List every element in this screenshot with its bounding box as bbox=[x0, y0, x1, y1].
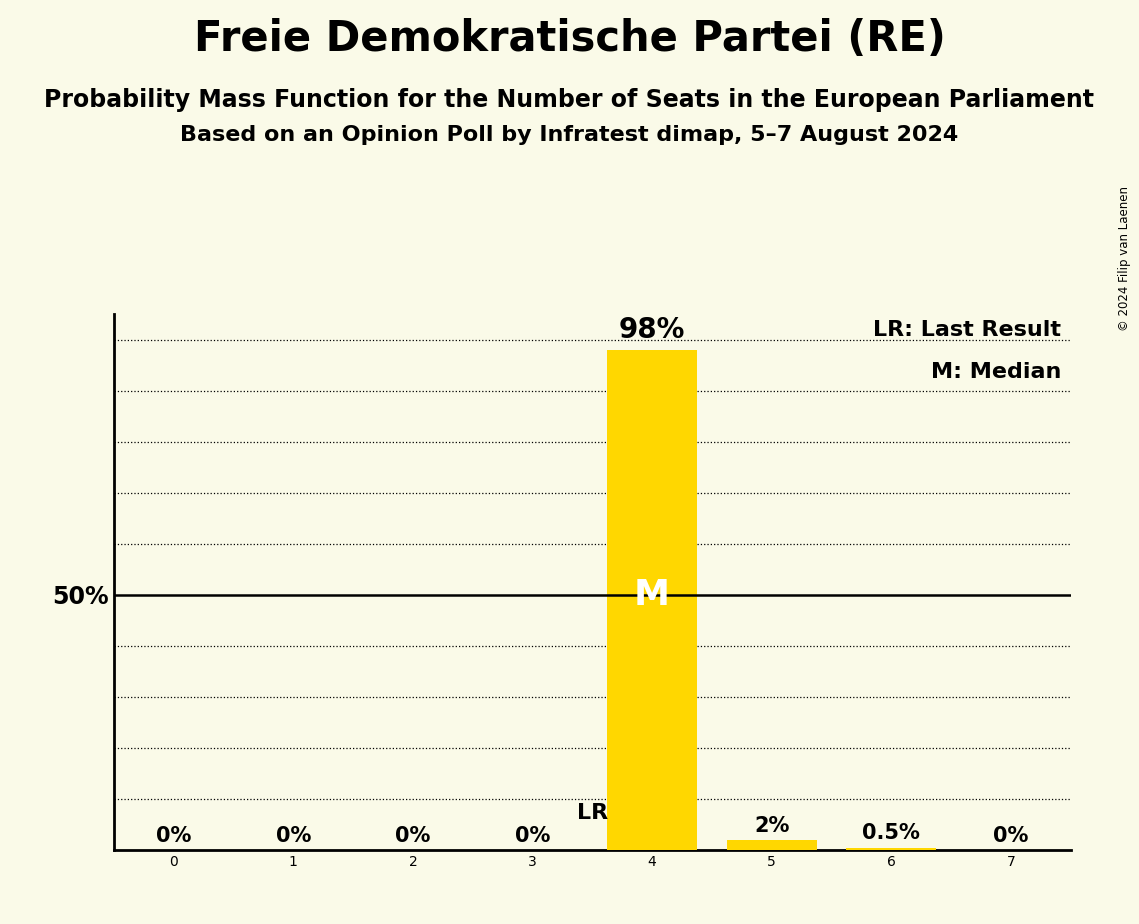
Text: M: M bbox=[634, 578, 670, 612]
Text: 2%: 2% bbox=[754, 816, 789, 836]
Bar bbox=[846, 847, 936, 850]
Text: 0%: 0% bbox=[276, 826, 311, 846]
Text: 0%: 0% bbox=[993, 826, 1029, 846]
Text: LR: Last Result: LR: Last Result bbox=[874, 320, 1062, 339]
Text: 0%: 0% bbox=[515, 826, 550, 846]
Text: Freie Demokratische Partei (RE): Freie Demokratische Partei (RE) bbox=[194, 18, 945, 60]
Text: 98%: 98% bbox=[618, 316, 686, 344]
Text: LR: LR bbox=[576, 803, 608, 822]
Text: 0.5%: 0.5% bbox=[862, 823, 920, 844]
Text: 0%: 0% bbox=[395, 826, 431, 846]
Text: Based on an Opinion Poll by Infratest dimap, 5–7 August 2024: Based on an Opinion Poll by Infratest di… bbox=[180, 125, 959, 145]
Text: Probability Mass Function for the Number of Seats in the European Parliament: Probability Mass Function for the Number… bbox=[44, 88, 1095, 112]
Text: © 2024 Filip van Laenen: © 2024 Filip van Laenen bbox=[1118, 187, 1131, 331]
Bar bbox=[607, 350, 697, 850]
Text: M: Median: M: Median bbox=[931, 362, 1062, 383]
Bar bbox=[727, 840, 817, 850]
Text: 0%: 0% bbox=[156, 826, 191, 846]
